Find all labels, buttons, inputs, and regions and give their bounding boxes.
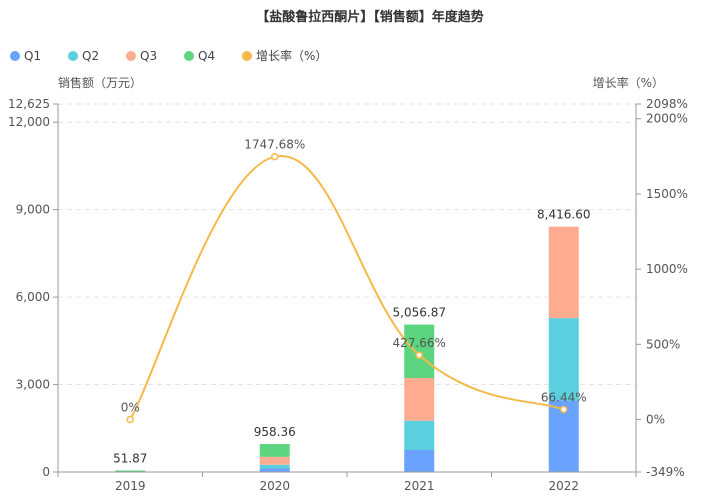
legend-marker [10, 51, 20, 61]
x-tick-label: 2019 [115, 479, 146, 493]
left-tick-label: 3,000 [16, 378, 50, 392]
bar-segment [404, 377, 435, 421]
bar-segment [548, 318, 579, 401]
left-tick-label: 0 [42, 465, 50, 479]
right-tick-label: 1500% [646, 187, 688, 201]
growth-label: 0% [121, 401, 140, 415]
growth-label: 66.44% [541, 391, 587, 405]
data-labels: 51.87 958.36 5,056.87 8,416.60 0% 1747.68% 427… [113, 138, 590, 466]
right-axis-label: 增长率（%） [593, 75, 664, 90]
right-tick-label: 2000% [646, 112, 688, 126]
growth-point [271, 152, 279, 161]
bar-segment [404, 324, 435, 378]
x-tick-label: 2020 [259, 479, 290, 493]
bar-segment [115, 470, 146, 472]
bar-total-label: 51.87 [113, 451, 147, 465]
bar-total-label: 5,056.87 [393, 306, 446, 320]
bar-total-label: 958.36 [254, 425, 296, 439]
legend[interactable]: Q1 Q2 Q3 Q4 增长率（%） [10, 48, 327, 63]
left-tick-label: 9,000 [16, 203, 50, 217]
growth-point [126, 415, 134, 424]
legend-label: Q1 [24, 49, 41, 63]
bar-segment [259, 468, 290, 472]
x-tick-label: 2022 [548, 479, 579, 493]
x-tick-label: 2021 [404, 479, 435, 493]
left-axis-label: 销售额（万元） [58, 75, 142, 90]
bar-total-label: 8,416.60 [537, 208, 590, 222]
bars [115, 226, 579, 472]
legend-label: Q3 [140, 49, 157, 63]
bar-segment [404, 420, 435, 450]
x-axis: 2019 2020 2021 2022 [57, 471, 637, 493]
bar-segment [259, 444, 290, 457]
left-axis: 0 3,000 6,000 9,000 12,000 12,625 [8, 97, 59, 479]
growth-label: 427.66% [393, 336, 446, 350]
right-axis: -349% 0% 500% 1000% 1500% 2000%2098% [635, 97, 688, 479]
right-tick-label: -349% [646, 465, 685, 479]
right-tick-label: 2098% [646, 97, 688, 111]
bar-segment [259, 464, 290, 469]
bar-segment [404, 449, 435, 472]
grid-lines [58, 103, 636, 386]
chart-title: 【盐酸鲁拉西酮片】【销售额】年度趋势 [256, 9, 484, 25]
legend-label: Q2 [82, 49, 99, 63]
growth-line-path [129, 155, 565, 420]
legend-marker [184, 51, 194, 61]
legend-marker [242, 51, 252, 61]
right-tick-label: 1000% [646, 262, 688, 276]
left-tick-label: 12,000 [8, 115, 50, 129]
growth-line [126, 152, 568, 424]
legend-label: 增长率（%） [256, 48, 327, 63]
bar-segment [259, 456, 290, 465]
right-tick-label: 0% [646, 413, 665, 427]
legend-label: Q4 [198, 49, 215, 63]
left-tick-label: 12,625 [8, 97, 50, 111]
right-tick-label: 500% [646, 337, 680, 351]
bar-segment [548, 226, 579, 319]
legend-marker [68, 51, 78, 61]
growth-point [415, 351, 423, 359]
growth-label: 1747.68% [244, 138, 305, 152]
legend-marker [126, 51, 136, 61]
growth-point [560, 405, 568, 414]
left-tick-label: 6,000 [16, 290, 50, 304]
